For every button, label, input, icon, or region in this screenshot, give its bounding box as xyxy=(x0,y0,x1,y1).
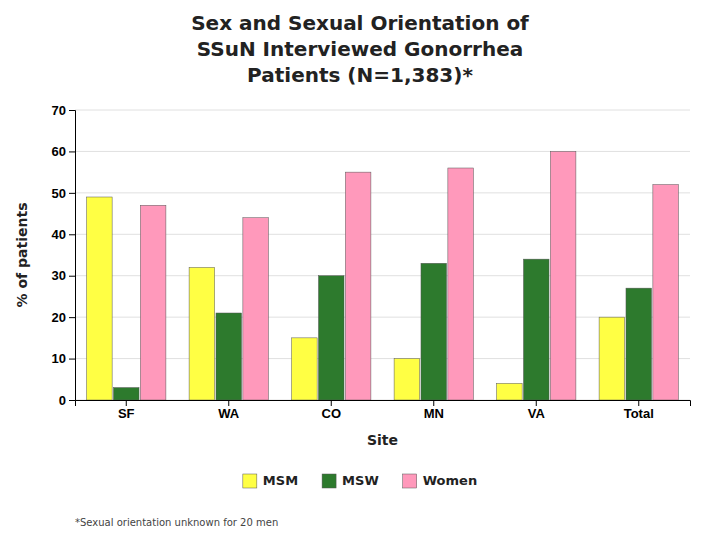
title-line: Sex and Sexual Orientation of xyxy=(191,11,529,35)
grid-line xyxy=(75,275,690,276)
y-tick: 50 xyxy=(52,186,75,201)
y-tick-mark xyxy=(69,151,75,152)
x-tick: MN xyxy=(424,400,444,421)
y-tick-mark xyxy=(69,359,75,360)
y-tick: 0 xyxy=(59,393,75,408)
bar-series xyxy=(140,151,678,400)
bar xyxy=(653,185,679,400)
legend-item: Women xyxy=(403,473,477,488)
grid-line xyxy=(75,317,690,318)
bar xyxy=(87,197,113,400)
bar xyxy=(113,388,139,400)
title-line: Patients (N=1,383)* xyxy=(247,63,473,87)
bar xyxy=(394,359,420,400)
y-tick-label: 0 xyxy=(59,393,66,408)
x-tick-mark xyxy=(228,400,229,406)
x-tick: CO xyxy=(322,400,342,421)
y-tick-label: 60 xyxy=(52,144,66,159)
x-tick-mark xyxy=(638,400,639,406)
y-axis-title: % of patients xyxy=(14,203,30,308)
grid-line xyxy=(75,151,690,152)
y-tick-label: 50 xyxy=(52,186,66,201)
bar xyxy=(140,205,166,400)
legend-label: Women xyxy=(423,473,477,488)
grid-line xyxy=(75,234,690,235)
x-tick-label: MN xyxy=(424,406,444,421)
x-axis-line xyxy=(76,401,691,407)
y-tick-label: 40 xyxy=(52,227,66,242)
y-tick-label: 10 xyxy=(52,351,66,366)
y-tick-mark xyxy=(69,400,75,401)
y-tick-label: 20 xyxy=(52,310,66,325)
y-axis: 0 10 20 30 40 50 60 70 xyxy=(52,103,76,408)
bar xyxy=(216,313,242,400)
bar xyxy=(189,267,215,400)
bar xyxy=(448,168,474,400)
legend-swatch xyxy=(322,474,336,488)
bar xyxy=(626,288,652,400)
x-tick-mark xyxy=(536,400,537,406)
y-tick-mark xyxy=(69,276,75,277)
y-tick-mark xyxy=(69,110,75,111)
x-tick-label: SF xyxy=(118,406,135,421)
title-line: SSuN Interviewed Gonorrhea xyxy=(197,37,523,61)
y-tick-mark xyxy=(69,317,75,318)
footnote: *Sexual orientation unknown for 20 men xyxy=(75,517,278,528)
legend-item: MSM xyxy=(243,473,298,488)
bar xyxy=(497,383,523,400)
plot: SF WA CO MN VA Total 0 10 20 30 40 50 60 70 Site % of p… xyxy=(14,103,691,448)
bar xyxy=(292,338,318,400)
legend: MSM MSW Women xyxy=(243,473,477,488)
legend-label: MSW xyxy=(342,473,379,488)
bar xyxy=(243,218,269,400)
x-tick-label: CO xyxy=(322,406,342,421)
bar xyxy=(318,276,344,400)
bar xyxy=(599,317,625,400)
x-tick: VA xyxy=(528,400,546,421)
y-tick-mark xyxy=(69,193,75,194)
y-axis-line xyxy=(69,111,76,401)
grid-line xyxy=(75,192,690,193)
legend-item: MSW xyxy=(322,473,379,488)
bar xyxy=(421,263,447,400)
y-tick: 10 xyxy=(52,351,75,366)
legend-swatch xyxy=(243,474,257,488)
bar xyxy=(345,172,371,400)
x-tick: WA xyxy=(218,400,240,421)
y-tick: 20 xyxy=(52,310,75,325)
x-tick-mark xyxy=(433,400,434,406)
y-tick: 60 xyxy=(52,144,75,159)
grid-line xyxy=(75,110,690,111)
y-tick: 70 xyxy=(52,103,75,118)
x-axis: SF WA CO MN VA Total xyxy=(76,400,691,421)
x-tick-mark xyxy=(126,400,127,406)
y-tick-mark xyxy=(69,234,75,235)
x-tick-label: Total xyxy=(624,406,654,421)
bar xyxy=(550,151,576,400)
x-tick-label: WA xyxy=(218,406,240,421)
x-tick-label: VA xyxy=(528,406,546,421)
grid xyxy=(75,110,690,400)
grid-line xyxy=(75,358,690,359)
x-tick: Total xyxy=(624,400,654,421)
bars xyxy=(87,151,679,400)
legend-swatch xyxy=(403,474,417,488)
title: Sex and Sexual Orientation ofSSuN Interv… xyxy=(191,11,529,87)
y-tick: 30 xyxy=(52,268,75,283)
legend-label: MSM xyxy=(263,473,298,488)
x-axis-title: Site xyxy=(367,432,398,448)
x-tick: SF xyxy=(118,400,135,421)
y-tick: 40 xyxy=(52,227,75,242)
y-tick-label: 30 xyxy=(52,268,66,283)
x-tick-mark xyxy=(331,400,332,406)
bar xyxy=(523,259,549,400)
y-tick-label: 70 xyxy=(52,103,66,118)
chart: Sex and Sexual Orientation ofSSuN Interv… xyxy=(0,0,720,540)
